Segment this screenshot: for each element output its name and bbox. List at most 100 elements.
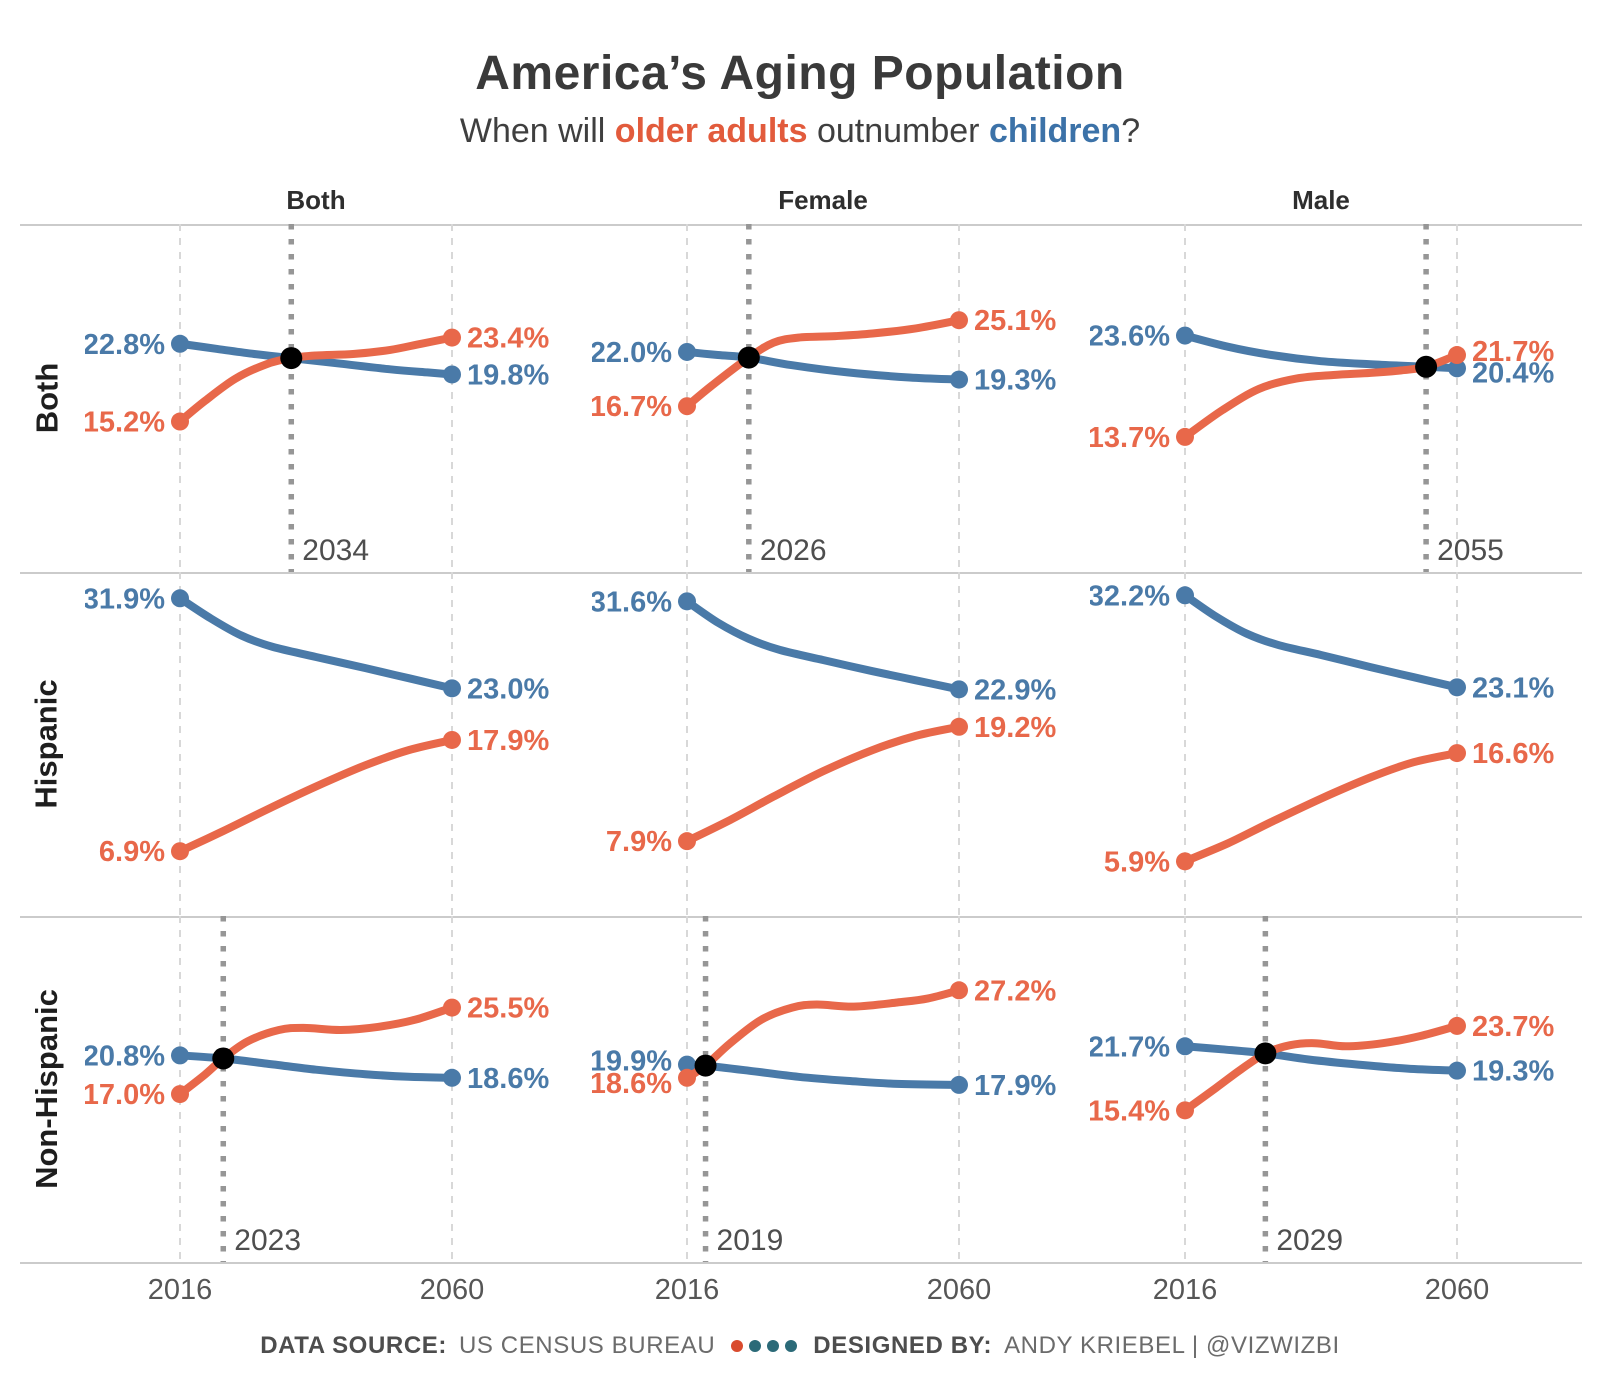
chart-cell-nonhispanic-both: 2023 20.8% 18.6% 17.0% 25.5% [85, 916, 549, 1262]
older-adults-end-dot [1448, 1016, 1466, 1035]
children-start-dot [1176, 1037, 1194, 1056]
children-start-dot [678, 1055, 696, 1074]
subtitle-text: outnumber [807, 112, 989, 150]
children-end-dot [443, 1068, 461, 1087]
row-separator [20, 916, 1582, 918]
older-adults-end-value-label: 25.5% [467, 993, 549, 1025]
older-adults-end-value-label: 23.7% [1472, 1011, 1554, 1043]
footer: DATA SOURCE: US CENSUS BUREAU DESIGNED B… [0, 1332, 1600, 1360]
children-end-dot [950, 1075, 968, 1094]
children-end-value-label: 18.6% [467, 1063, 549, 1095]
chart-cell-nonhispanic-male: 2029 21.7% 19.3% 15.4% 23.7% [1090, 916, 1554, 1262]
older-adults-start-value-label: 5.9% [1104, 846, 1170, 878]
children-line [1181, 1042, 1461, 1075]
x-axis-label-2060: 2060 [926, 1274, 992, 1306]
children-start-value-label: 23.6% [1090, 321, 1170, 353]
older-adults-end-value-label: 23.4% [467, 323, 549, 355]
crossover-year-label: 2055 [1437, 534, 1504, 567]
children-start-dot [1176, 326, 1194, 345]
footer-brand-dots [731, 1340, 798, 1352]
children-end-value-label: 20.4% [1472, 357, 1554, 389]
older-adults-end-dot [950, 311, 968, 330]
older-adults-start-value-label: 7.9% [606, 826, 672, 858]
children-end-dot [1448, 678, 1466, 697]
children-end-value-label: 19.3% [974, 365, 1056, 397]
chart-cell-hispanic-both: 31.9% 23.0% 6.9% 17.9% [85, 572, 549, 916]
brand-dot-1 [731, 1340, 744, 1352]
children-end-dot [443, 365, 461, 384]
brand-dot-2 [749, 1340, 762, 1352]
subtitle-older-adults-accent: older adults [614, 112, 808, 150]
older-adults-end-dot [950, 981, 968, 1000]
x-axis-label-2016: 2016 [1152, 1274, 1218, 1306]
older-adults-line [176, 1003, 456, 1099]
chart-cell-both-female: 2026 22.0% 19.3% 16.7% 25.1% [592, 224, 1056, 572]
older-adults-start-dot [1176, 427, 1194, 446]
older-adults-start-value-label: 13.7% [1090, 422, 1170, 454]
children-end-value-label: 22.9% [974, 674, 1056, 706]
older-adults-start-dot [1176, 1101, 1194, 1120]
column-header-male: Male [1292, 185, 1350, 215]
children-end-value-label: 23.1% [1472, 672, 1554, 704]
children-start-value-label: 20.8% [85, 1040, 165, 1072]
children-end-value-label: 19.8% [467, 359, 549, 391]
children-start-dot [678, 592, 696, 611]
older-adults-end-value-label: 27.2% [974, 975, 1056, 1007]
row-label-non-hispanic: Non-Hispanic [29, 989, 65, 1189]
older-adults-line [683, 722, 963, 846]
children-end-dot [950, 680, 968, 699]
column-header-female: Female [778, 185, 868, 215]
children-start-value-label: 31.9% [85, 583, 165, 615]
row-label-both: Both [29, 362, 64, 434]
older-adults-end-dot [1448, 744, 1466, 763]
crossover-year-label: 2023 [234, 1224, 301, 1257]
subtitle-text: When will [459, 112, 615, 150]
older-adults-line [1181, 1021, 1461, 1115]
older-adults-start-value-label: 18.6% [592, 1068, 672, 1100]
x-axis-label-2060: 2060 [1424, 1274, 1490, 1306]
children-start-dot [678, 342, 696, 361]
older-adults-line [1181, 749, 1461, 866]
older-adults-end-dot [1448, 346, 1466, 365]
older-adults-start-value-label: 15.2% [85, 407, 165, 439]
column-header-both: Both [286, 185, 346, 215]
older-adults-end-dot [950, 717, 968, 736]
subtitle-children-accent: children [988, 112, 1122, 150]
children-end-dot [950, 370, 968, 389]
older-adults-end-dot [443, 998, 461, 1017]
children-start-value-label: 19.9% [592, 1046, 672, 1078]
row-separator [20, 1262, 1582, 1264]
older-adults-end-value-label: 25.1% [974, 305, 1056, 337]
chart-cell-hispanic-male: 32.2% 23.1% 5.9% 16.6% [1090, 572, 1554, 916]
older-adults-start-value-label: 17.0% [85, 1079, 165, 1111]
children-end-dot [443, 679, 461, 698]
older-adults-end-value-label: 21.7% [1472, 336, 1554, 368]
crossover-dot [694, 1054, 717, 1077]
children-start-value-label: 22.8% [85, 329, 165, 361]
children-line [683, 597, 963, 694]
footer-designed-value: ANDY KRIEBEL | @VIZWIZBI [1004, 1332, 1340, 1359]
children-end-value-label: 17.9% [974, 1070, 1056, 1102]
children-line [683, 1060, 963, 1089]
older-adults-start-dot [171, 1085, 189, 1104]
children-end-value-label: 23.0% [467, 673, 549, 705]
older-adults-end-value-label: 19.2% [974, 712, 1056, 744]
chart-cell-nonhispanic-female: 2019 19.9% 17.9% 18.6% 27.2% [592, 916, 1056, 1262]
chart-cell-hispanic-female: 31.6% 22.9% 7.9% 19.2% [592, 572, 1056, 916]
older-adults-line [683, 316, 963, 411]
older-adults-start-dot [171, 842, 189, 861]
brand-dot-3 [767, 1340, 780, 1352]
children-line [176, 339, 456, 379]
children-end-dot [1448, 359, 1466, 378]
x-axis-label-2016: 2016 [147, 1274, 213, 1306]
footer-source-label: DATA SOURCE: [260, 1332, 447, 1359]
children-line [176, 594, 456, 693]
x-axis-label-2060: 2060 [419, 1274, 485, 1306]
older-adults-start-dot [678, 397, 696, 416]
footer-source-value: US CENSUS BUREAU [458, 1332, 716, 1359]
older-adults-line [176, 333, 456, 426]
children-start-value-label: 31.6% [592, 586, 672, 618]
children-start-dot [171, 1046, 189, 1065]
subtitle-text: ? [1121, 112, 1141, 150]
row-separator [20, 572, 1582, 574]
